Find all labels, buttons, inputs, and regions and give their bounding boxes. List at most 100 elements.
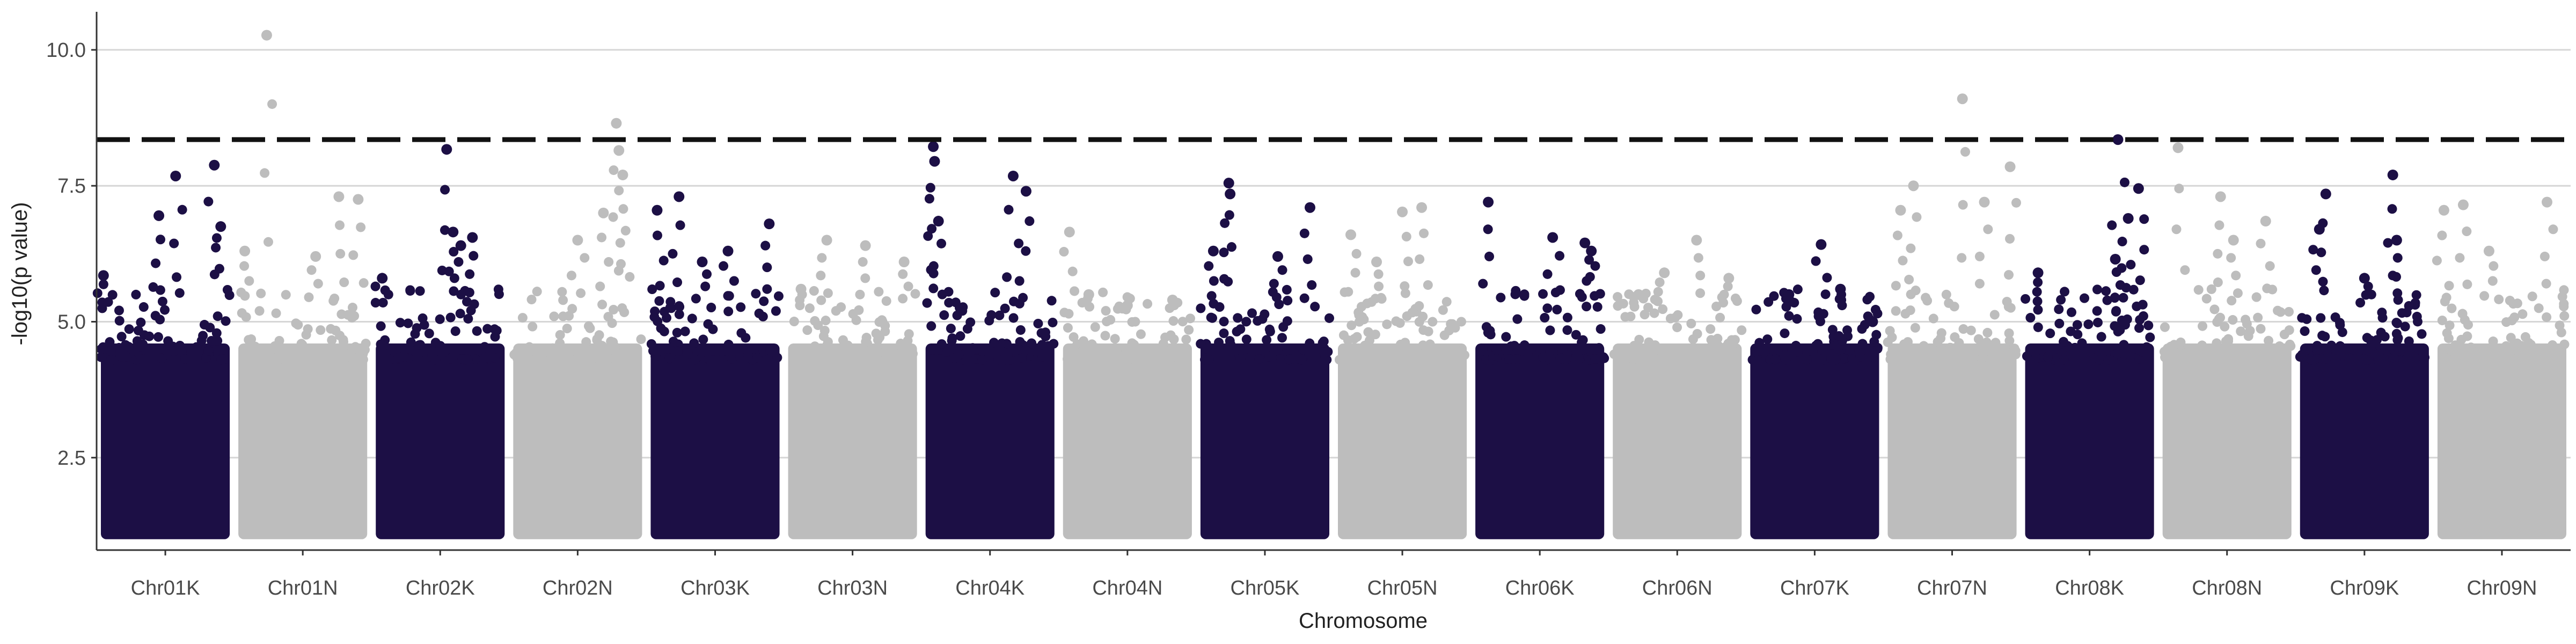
axes <box>96 12 2571 551</box>
data-point <box>2559 311 2570 321</box>
data-point <box>1311 352 1321 362</box>
peak-point <box>2123 213 2134 224</box>
peak-point <box>239 245 251 257</box>
data-point <box>1233 313 1243 323</box>
data-point <box>1456 317 1466 327</box>
data-point <box>2056 295 2066 305</box>
data-point <box>946 324 956 334</box>
peak-point <box>928 141 939 152</box>
data-point <box>2311 265 2321 275</box>
data-point <box>1945 342 1955 353</box>
data-point <box>851 315 861 325</box>
data-point <box>1989 310 2000 320</box>
data-point <box>820 354 830 364</box>
data-point <box>1481 322 1491 332</box>
data-point <box>1995 355 2005 365</box>
data-point <box>1906 243 1916 253</box>
peak-point <box>2391 235 2402 246</box>
data-point <box>1079 354 1089 364</box>
data-point <box>2455 253 2465 263</box>
peak-point <box>1547 232 1558 243</box>
point-band-Chr06N <box>1613 343 1742 539</box>
data-point <box>1346 320 1357 331</box>
data-point <box>2256 238 2266 248</box>
data-point <box>405 286 415 296</box>
data-point <box>1377 347 1387 357</box>
data-point <box>2559 339 2570 349</box>
data-point <box>718 355 728 365</box>
data-point <box>1017 353 1027 363</box>
data-point <box>1059 247 1069 257</box>
data-point <box>2197 340 2207 350</box>
data-point <box>1400 338 1410 348</box>
data-point <box>928 268 939 279</box>
data-point <box>394 352 404 362</box>
data-point <box>214 264 224 274</box>
data-point <box>410 329 420 339</box>
data-point <box>296 339 306 349</box>
data-point <box>2508 299 2519 309</box>
data-point <box>2167 353 2177 363</box>
data-point <box>557 287 567 297</box>
data-point <box>2432 255 2442 266</box>
data-point <box>1582 302 1592 312</box>
data-point <box>1784 311 1794 321</box>
data-point <box>254 306 265 316</box>
data-point <box>649 312 660 322</box>
x-tick-label: Chr03K <box>680 577 750 599</box>
data-point <box>1501 332 1511 342</box>
data-point <box>1789 298 1799 308</box>
data-point <box>306 265 317 275</box>
point-band-Chr04K <box>925 343 1055 539</box>
data-point <box>680 326 690 336</box>
data-point <box>1373 269 1384 279</box>
data-point <box>1706 324 1716 334</box>
data-point <box>858 257 868 267</box>
peak-point <box>1691 235 1702 246</box>
data-point <box>1584 255 1594 265</box>
x-tick-label: Chr05K <box>1231 577 1300 599</box>
data-point <box>658 255 669 266</box>
data-point <box>1351 248 1362 259</box>
data-point <box>1653 287 1663 297</box>
data-point <box>1910 323 1920 333</box>
data-point <box>1974 279 1985 289</box>
data-point <box>2372 335 2382 345</box>
data-point <box>788 346 799 356</box>
data-point <box>153 332 163 342</box>
data-point <box>338 335 348 345</box>
data-point <box>2214 220 2224 230</box>
data-point <box>449 247 459 257</box>
data-point <box>2362 333 2372 343</box>
data-point <box>625 272 635 282</box>
data-point <box>1726 335 1737 345</box>
data-point <box>150 311 160 321</box>
data-point <box>1811 340 1821 350</box>
data-point <box>2442 328 2452 338</box>
data-point <box>1276 354 1286 364</box>
data-point <box>1223 276 1233 287</box>
data-point <box>1226 242 1236 252</box>
data-point <box>1730 293 1740 303</box>
point-band-Chr08N <box>2162 343 2292 539</box>
data-point <box>406 337 416 347</box>
peak-point <box>2483 245 2494 257</box>
data-point <box>1310 302 1320 312</box>
data-point <box>2243 331 2253 341</box>
data-point <box>936 238 947 248</box>
data-point <box>1264 324 1275 334</box>
data-point <box>661 343 671 354</box>
data-point <box>2518 309 2528 319</box>
data-point <box>804 303 815 313</box>
data-point <box>2201 294 2212 304</box>
data-point <box>2202 353 2212 363</box>
data-point <box>1792 347 1803 357</box>
data-point <box>1512 354 1523 364</box>
data-point <box>1014 238 1024 248</box>
data-point <box>137 341 147 352</box>
data-point <box>157 296 167 306</box>
data-point <box>1887 332 1897 342</box>
data-point <box>1538 289 1548 299</box>
peak-point <box>1579 237 1591 248</box>
data-point <box>1891 306 1901 316</box>
